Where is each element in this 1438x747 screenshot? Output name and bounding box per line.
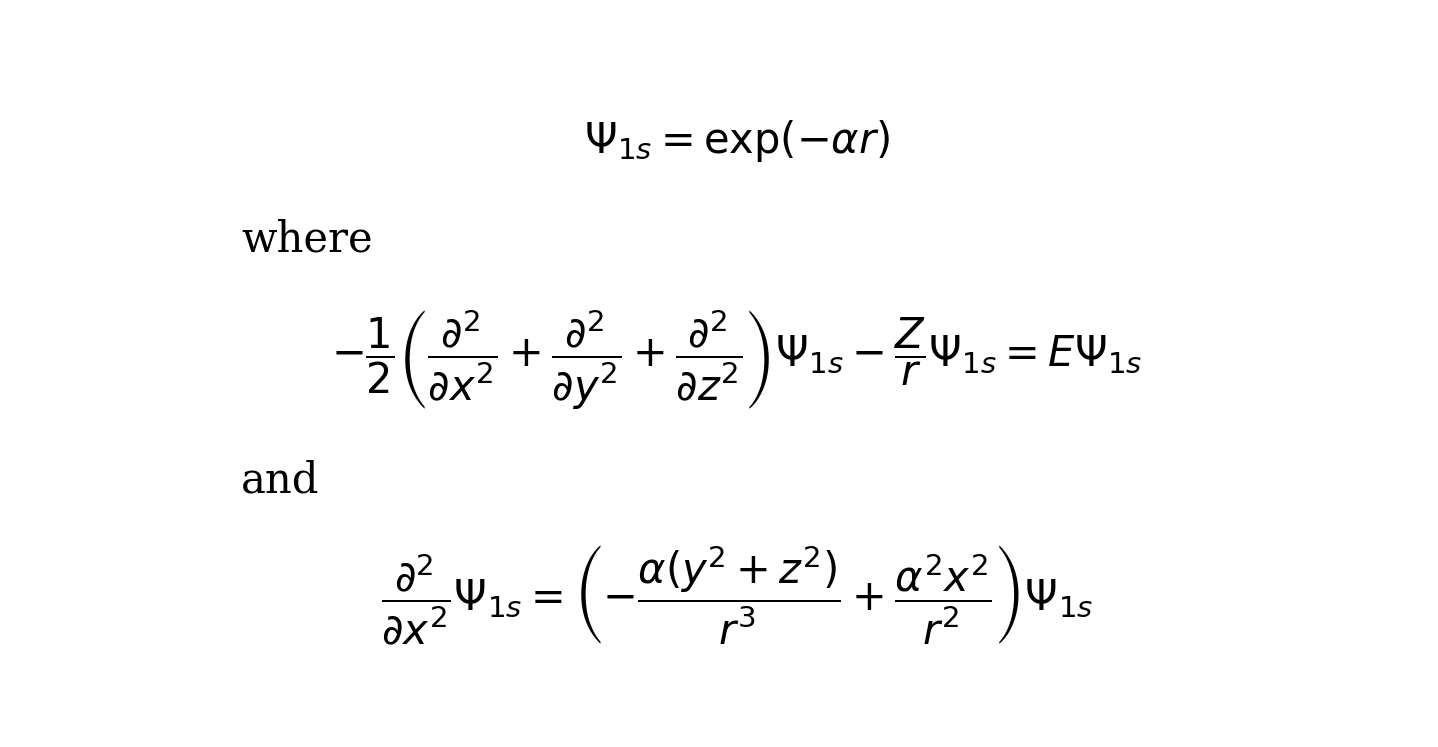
Text: $\dfrac{\partial^2}{\partial x^2}\Psi_{1s} = \left(-\dfrac{\alpha(y^2+z^2)}{r^3}: $\dfrac{\partial^2}{\partial x^2}\Psi_{1… xyxy=(381,544,1093,648)
Text: $-\dfrac{1}{2}\left(\dfrac{\partial^2}{\partial x^2}+\dfrac{\partial^2}{\partial: $-\dfrac{1}{2}\left(\dfrac{\partial^2}{\… xyxy=(331,308,1143,412)
Text: where: where xyxy=(242,218,372,260)
Text: $\Psi_{1s} = \exp(-\alpha r)$: $\Psi_{1s} = \exp(-\alpha r)$ xyxy=(584,119,890,164)
Text: and: and xyxy=(242,459,319,502)
